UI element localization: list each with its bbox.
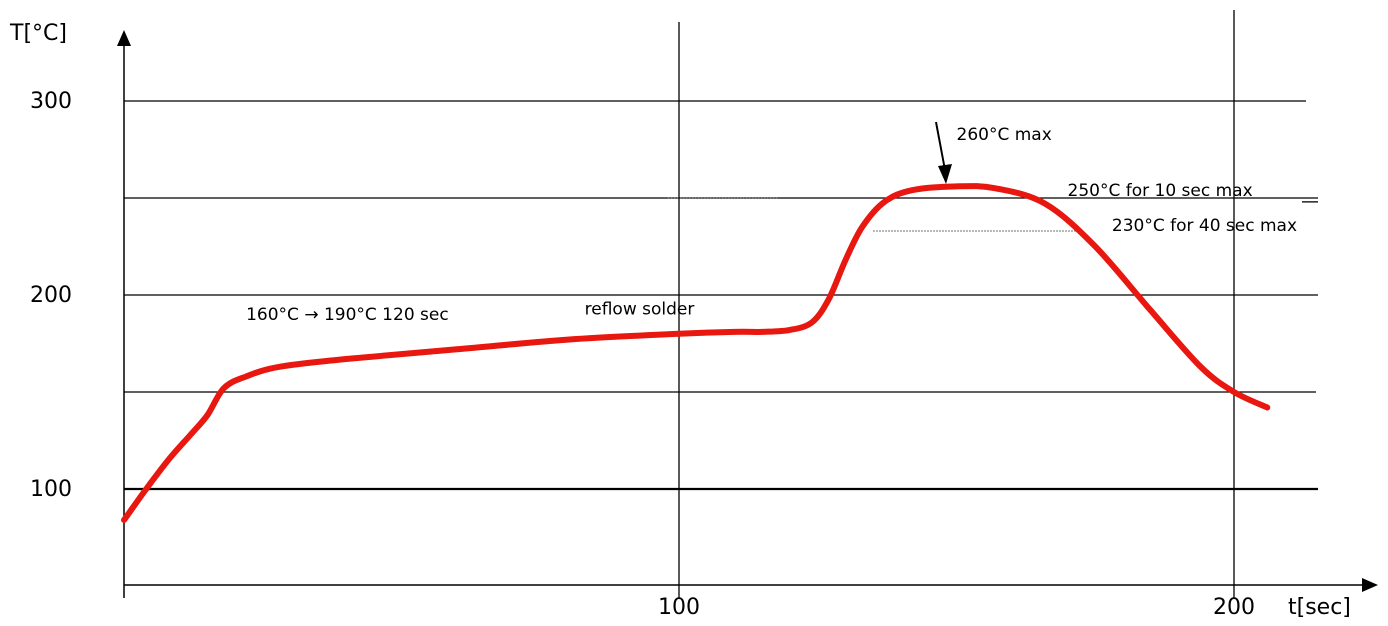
y-axis-arrow-icon bbox=[117, 30, 131, 46]
x-tick-label-200: 200 bbox=[1213, 595, 1255, 620]
peak-arrow-head-icon bbox=[938, 164, 952, 184]
annotation-2: 260°C max bbox=[957, 125, 1052, 145]
peak-arrow-line bbox=[935, 121, 946, 171]
x-axis-label: t[sec] bbox=[1288, 595, 1351, 620]
x-axis-arrow-icon bbox=[1362, 578, 1378, 592]
y-axis-label: T[°C] bbox=[9, 21, 67, 46]
tick-labels: 100 200 100 200 300 bbox=[30, 89, 1255, 620]
annotation-3: 250°C for 10 sec max bbox=[1068, 181, 1253, 201]
y-tick-label-300: 300 bbox=[30, 89, 72, 114]
reference-lines bbox=[667, 197, 1079, 232]
annotation-1: reflow solder bbox=[585, 299, 695, 319]
axes bbox=[117, 30, 1378, 598]
annotation-4: 230°C for 40 sec max bbox=[1112, 216, 1297, 236]
y-tick-label-200: 200 bbox=[30, 283, 72, 308]
annotations: 160°C → 190°C 120 sec reflow solder 260°C … bbox=[246, 125, 1318, 325]
annotation-0: 160°C → 190°C 120 sec bbox=[246, 305, 449, 325]
grid-lines bbox=[124, 10, 1318, 598]
x-tick-label-100: 100 bbox=[658, 595, 700, 620]
peak-arrow bbox=[935, 121, 952, 184]
temperature-curve bbox=[121, 183, 1271, 523]
y-tick-label-100: 100 bbox=[30, 477, 72, 502]
